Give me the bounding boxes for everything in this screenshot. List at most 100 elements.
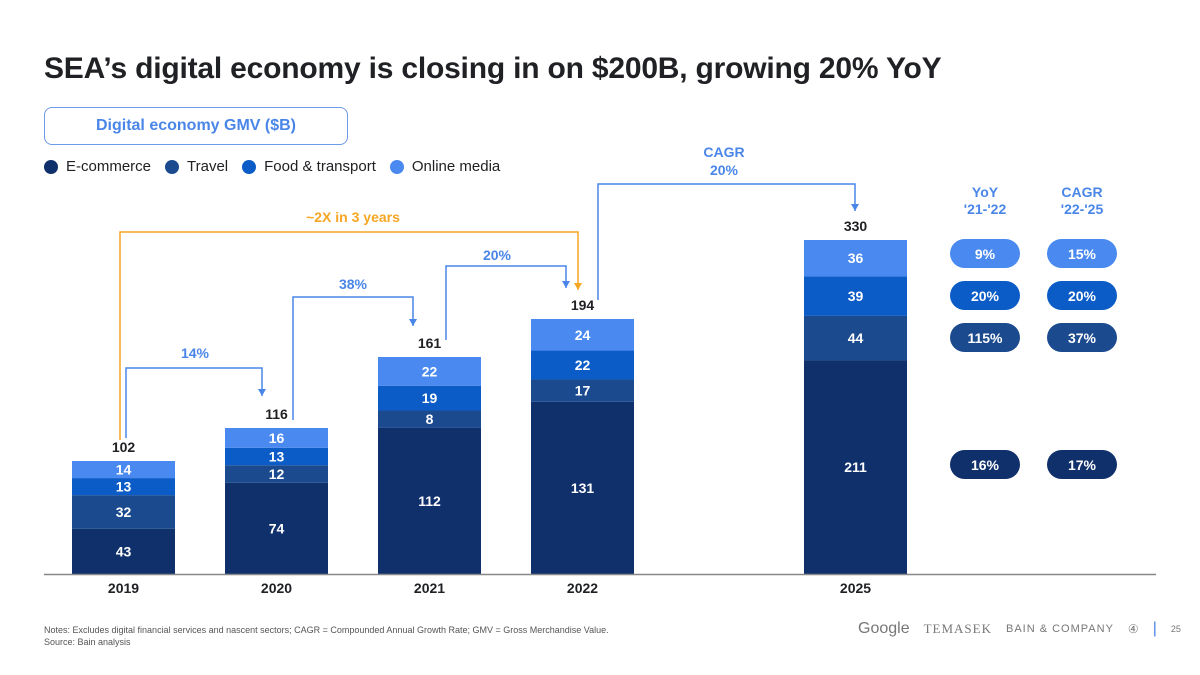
data-label: 112 [418,493,441,509]
legend-item-travel: Travel [165,158,228,175]
x-tick-label: 2021 [414,580,445,596]
data-label: 16 [269,430,285,446]
growth-arrow-2020-2021 [292,296,414,420]
bar-segment-2022-0 [531,401,634,574]
legend-dot [44,159,58,174]
growth-arrow-2019-2020-head [258,389,266,396]
bar-segment-2021-2 [378,385,481,411]
cagr-pill-food-transport: 20% [1047,281,1117,310]
legend-item-food-transport: Food & transport [242,158,376,175]
growth-arrow-cagr [597,183,856,300]
data-label: 32 [116,504,132,520]
temasek-logo: TEMASEK [923,621,992,636]
x-tick-label: 2019 [108,580,139,596]
bar-segment-2020-0 [225,482,328,574]
bar-segment-2022-2 [531,350,634,380]
data-label: 39 [848,288,864,304]
cagr-pill-online-media: 15% [1047,239,1117,268]
data-label: 36 [848,250,864,266]
total-label: 161 [418,335,442,351]
data-label: 24 [575,327,591,343]
data-label: 19 [422,390,438,406]
data-label: 12 [269,466,285,482]
legend-label: Food & transport [264,158,376,175]
data-label: 211 [844,459,867,475]
bar-segment-2025-1 [804,315,907,361]
bar-segment-2020-2 [225,447,328,466]
legend: E-commerce Travel Food & transport Onlin… [44,158,500,175]
bar-segment-2019-2 [72,478,175,496]
yoy-header-line1: YoY [971,184,999,200]
bar-segment-2022-1 [531,379,634,402]
growth-arrow-2021-2022 [445,265,567,340]
page-number: 25 [1170,624,1181,634]
data-label: 131 [571,480,595,496]
data-label: 8 [426,411,434,427]
bar-segment-2020-1 [225,465,328,483]
annotation-2x-label: ~2X in 3 years [306,209,400,225]
bar-segment-2021-0 [378,427,481,574]
cagr-header-line1: CAGR [1061,184,1103,200]
footer-logos: Google TEMASEK BAIN & COMPANY ④ | 25 [858,620,1181,638]
cagr-pill-travel: 37% [1047,323,1117,352]
data-label: 13 [269,448,285,464]
growth-arrow-2021-2022-head [562,281,570,288]
bar-segment-2019-3 [72,461,175,479]
bar-segment-2021-1 [378,410,481,428]
data-label: 74 [269,520,285,536]
data-label: 17 [575,383,591,399]
annotation-38-label: 38% [339,276,368,292]
yoy-pill-travel: 115% [950,323,1020,352]
total-label: 116 [265,406,288,422]
bar-segment-2022-3 [531,319,634,351]
slide-title: SEA’s digital economy is closing in on $… [44,52,942,85]
legend-dot [242,159,257,174]
footnotes: Notes: Excludes digital financial servic… [44,624,609,648]
x-tick-label: 2025 [840,580,871,596]
annotation-14-label: 14% [181,345,210,361]
bar-segment-2019-0 [72,528,175,574]
legend-dot [165,159,180,174]
bar-segment-2021-3 [378,357,481,386]
bar-segment-2025-3 [804,240,907,277]
notes-text: Notes: Excludes digital financial servic… [44,625,609,635]
chart-subtitle: Digital economy GMV ($B) [44,107,348,145]
data-label: 14 [116,462,132,478]
growth-arrow-2019-2020 [125,367,263,438]
total-label: 194 [571,297,595,313]
growth-arrow-2020-2021-head [409,319,417,326]
source-text: Source: Bain analysis [44,637,131,647]
bar-segment-2020-3 [225,428,328,448]
legend-dot [389,159,404,174]
data-label: 43 [116,543,132,559]
data-label: 22 [422,363,438,379]
yoy-pill-food-transport: 20% [950,281,1020,310]
legend-label: Online media [411,158,501,175]
yoy-pill-ecommerce: 16% [950,450,1020,479]
google-logo: Google [858,620,910,637]
divider: | [1152,620,1157,637]
cagr-header: CAGR '22-'25 [1042,184,1122,218]
bain-logo: BAIN & COMPANY [1005,623,1114,635]
legend-item-ecommerce: E-commerce [44,158,151,175]
bar-segment-2025-2 [804,276,907,316]
yoy-pill-online-media: 9% [950,239,1020,268]
yoy-header-line2: '21-'22 [963,201,1007,217]
legend-label: E-commerce [66,158,152,175]
bar-segment-2019-1 [72,495,175,529]
annotation-20-label: 20% [483,247,512,263]
data-label: 44 [848,330,864,346]
total-label: 102 [112,439,136,455]
bar-segment-2025-0 [804,360,907,574]
yoy-header: YoY '21-'22 [945,184,1025,218]
x-tick-label: 2022 [567,580,598,596]
cagr-header-line2: '22-'25 [1060,201,1104,217]
data-label: 22 [575,357,591,373]
total-label: 330 [844,218,868,234]
annotation-cagr-label: CAGR [703,144,744,160]
x-tick-label: 2020 [261,580,292,596]
cagr-pill-ecommerce: 17% [1047,450,1117,479]
legend-label: Travel [187,158,229,175]
bain-mark-icon: ④ [1127,622,1139,636]
